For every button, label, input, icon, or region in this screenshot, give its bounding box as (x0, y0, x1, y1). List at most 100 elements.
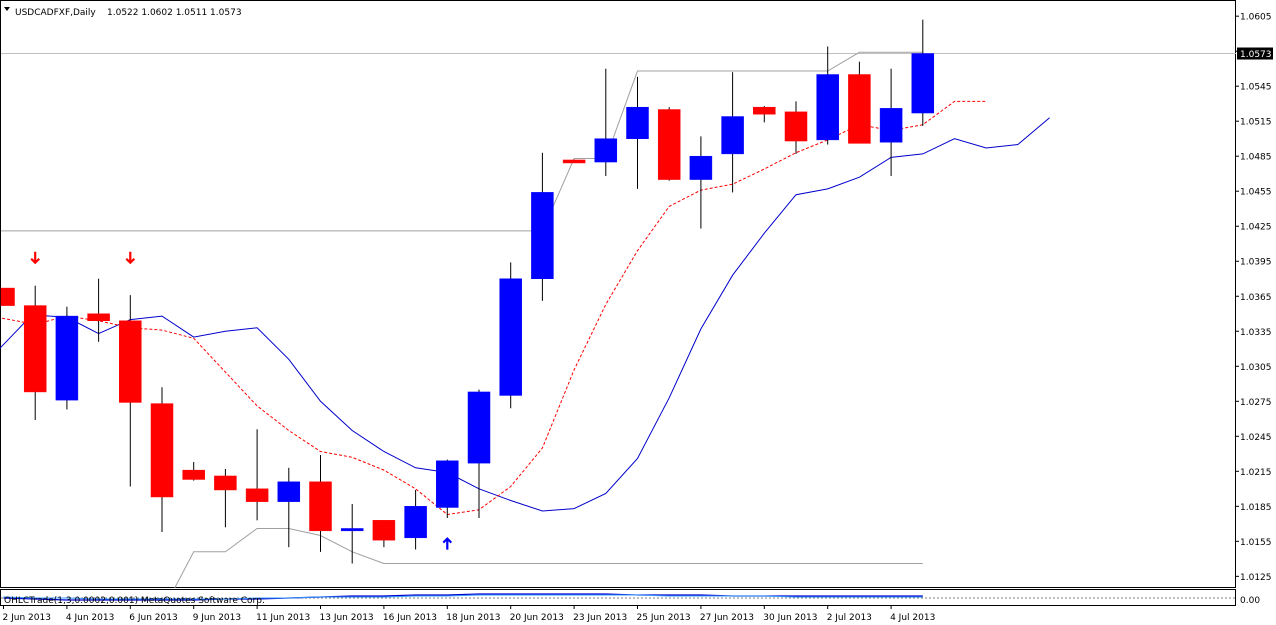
y-axis-tick-label: 1.0305 (1240, 363, 1272, 373)
candle[interactable] (23, 285, 47, 420)
x-axis-tick-label: 4 Jul 2013 (890, 613, 935, 623)
x-axis-tick-label: 4 Jun 2013 (66, 613, 114, 623)
y-axis-tick-label: 1.0395 (1240, 258, 1272, 268)
candle-body (467, 391, 491, 464)
candle[interactable] (0, 287, 15, 306)
candle-body (150, 403, 174, 498)
candle[interactable] (499, 262, 522, 409)
candle-body (721, 116, 744, 155)
candle[interactable] (277, 467, 301, 548)
y-axis-tick-label: 1.0185 (1240, 503, 1272, 513)
candle-body (436, 460, 459, 508)
candle[interactable] (245, 429, 269, 521)
candle[interactable] (214, 468, 237, 528)
slow-moving-average-line (0, 117, 1050, 512)
candle-body (657, 109, 681, 180)
x-axis-tick-label: 2 Jul 2013 (827, 613, 872, 623)
candle[interactable] (55, 306, 79, 410)
candle-body (214, 475, 237, 491)
chart-title: USDCADFXF,Daily (15, 8, 96, 18)
candle[interactable] (340, 503, 364, 564)
candle[interactable] (562, 159, 586, 164)
y-axis-tick-label: 1.0335 (1240, 328, 1272, 338)
x-axis-tick-label: 16 Jun 2013 (383, 613, 437, 623)
buy-signal-arrow-icon (442, 537, 453, 550)
fast-moving-average-line (0, 100, 987, 516)
candle[interactable] (150, 387, 174, 532)
candle[interactable] (119, 295, 142, 487)
candle-body (277, 481, 301, 502)
x-axis-tick-label: 13 Jun 2013 (320, 613, 374, 623)
candle-body (404, 506, 427, 539)
candle-body (55, 315, 79, 401)
candle[interactable] (626, 76, 649, 189)
candle-body (911, 53, 935, 114)
candle-body (0, 287, 15, 306)
y-axis-tick-label: 1.0155 (1240, 538, 1272, 548)
candle[interactable] (436, 459, 459, 518)
candle-body (626, 106, 649, 139)
x-axis-tick-label: 25 Jun 2013 (637, 613, 691, 623)
y-axis-tick-label: 1.0275 (1240, 398, 1272, 408)
y-axis-tick-label: 1.0365 (1240, 293, 1272, 303)
candle-body (182, 469, 205, 480)
sell-signal-arrow-icon (125, 251, 136, 265)
trailing-stop-upper-line (541, 51, 923, 232)
y-axis-tick-label: 1.0215 (1240, 468, 1272, 478)
candle[interactable] (753, 106, 776, 123)
y-axis-tick-label: 1.0605 (1240, 13, 1272, 23)
indicator-line-light-blue (3, 594, 923, 600)
x-axis-tick-label: 11 Jun 2013 (256, 613, 310, 623)
indicator-label: OHLCTrade(1,3,0.0002,0.001) MetaQuotes S… (4, 596, 265, 606)
candle[interactable] (816, 46, 839, 145)
x-axis-tick-label: 6 Jun 2013 (129, 613, 177, 623)
candle[interactable] (721, 72, 744, 193)
y-axis-tick-label: 1.0425 (1240, 223, 1272, 233)
candle-body (372, 520, 396, 541)
candle-body (689, 155, 713, 180)
candle-body (309, 481, 332, 532)
candle[interactable] (467, 389, 491, 518)
chart-menu-triangle-icon[interactable] (4, 7, 10, 11)
candle-body (594, 138, 618, 163)
candle[interactable] (784, 101, 808, 154)
candle-body (119, 320, 142, 403)
last-price-badge (1237, 47, 1273, 60)
candle-body (816, 74, 839, 141)
y-axis-tick-label: 1.0515 (1240, 118, 1272, 128)
candle[interactable] (531, 152, 554, 301)
candle-body (340, 528, 364, 532)
candle-body (879, 108, 903, 143)
candle[interactable] (182, 461, 205, 481)
candle-body (499, 278, 522, 396)
x-axis-tick-label: 9 Jun 2013 (193, 613, 241, 623)
candle-body (562, 159, 586, 164)
y-axis-tick-label: 1.0485 (1240, 153, 1272, 163)
y-axis-tick-label: 1.0545 (1240, 83, 1272, 93)
candle[interactable] (911, 19, 935, 126)
x-axis-tick-label: 2 Jun 2013 (3, 613, 51, 623)
ohlc-readout: 1.0522 1.0602 1.0511 1.0573 (107, 8, 242, 18)
candle[interactable] (87, 278, 110, 342)
indicator-window-frame (0, 589, 1236, 606)
plot-area-frame (0, 0, 1236, 588)
x-axis-tick-label: 23 Jun 2013 (573, 613, 627, 623)
candle[interactable] (594, 68, 618, 177)
candle[interactable] (309, 454, 332, 552)
candle[interactable] (848, 61, 871, 144)
candle[interactable] (404, 489, 427, 550)
candle[interactable] (879, 68, 903, 177)
candle-body (784, 111, 808, 142)
sell-signal-arrow-icon (30, 251, 40, 265)
x-axis-tick-label: 20 Jun 2013 (510, 613, 564, 623)
candle-body (23, 305, 47, 393)
candle-body (245, 488, 269, 502)
indicator-scale-label: 0.00 (1240, 596, 1260, 606)
y-axis-tick-label: 1.0455 (1240, 188, 1272, 198)
candle[interactable] (689, 136, 713, 229)
candle[interactable] (372, 520, 396, 548)
candle-body (848, 74, 871, 144)
candle[interactable] (657, 107, 681, 181)
candle-body (87, 313, 110, 322)
